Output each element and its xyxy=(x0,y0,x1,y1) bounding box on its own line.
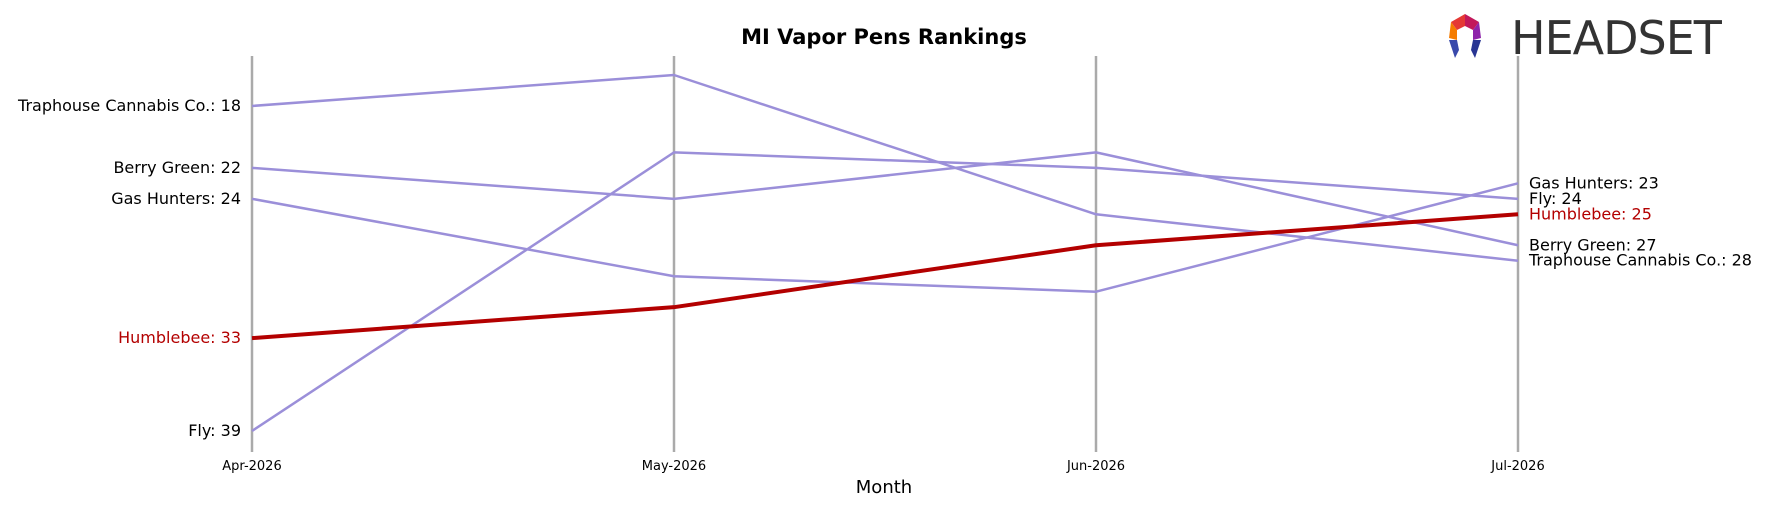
logo-text: HEADSET xyxy=(1511,11,1723,65)
series-start-label: Fly: 39 xyxy=(188,421,241,440)
series-end-label: Berry Green: 27 xyxy=(1529,235,1657,254)
x-tick-label: Jun-2026 xyxy=(1066,459,1125,474)
series-lines xyxy=(251,73,1519,433)
headset-logo-icon xyxy=(1449,14,1481,58)
series-end-label: Traphouse Cannabis Co.: 28 xyxy=(1528,251,1752,270)
series-end-label: Humblebee: 25 xyxy=(1529,204,1652,223)
chart-title: MI Vapor Pens Rankings xyxy=(741,25,1027,49)
series-line-berry-green xyxy=(251,151,1519,247)
series-start-label: Gas Hunters: 24 xyxy=(111,189,241,208)
x-tick-label: Apr-2026 xyxy=(222,459,281,474)
series-start-label: Traphouse Cannabis Co.: 18 xyxy=(17,96,241,115)
series-line-humblebee xyxy=(251,212,1519,341)
x-tick-labels: Apr-2026 May-2026 Jun-2026 Jul-2026 xyxy=(222,459,1544,474)
headset-logo: HEADSET xyxy=(1449,11,1724,65)
month-axes xyxy=(250,56,1520,452)
series-line-gas-hunters xyxy=(251,182,1519,293)
series-labels: Traphouse Cannabis Co.: 18 Traphouse Cann… xyxy=(17,96,1752,440)
series-start-label: Berry Green: 22 xyxy=(113,158,241,177)
x-axis-label: Month xyxy=(856,477,912,498)
series-line-fly xyxy=(251,151,1519,433)
series-end-label: Gas Hunters: 23 xyxy=(1529,173,1659,192)
series-start-label: Humblebee: 33 xyxy=(118,328,241,347)
x-tick-label: Jul-2026 xyxy=(1490,459,1544,474)
series-end-label: Fly: 24 xyxy=(1529,189,1582,208)
x-tick-label: May-2026 xyxy=(642,459,706,474)
